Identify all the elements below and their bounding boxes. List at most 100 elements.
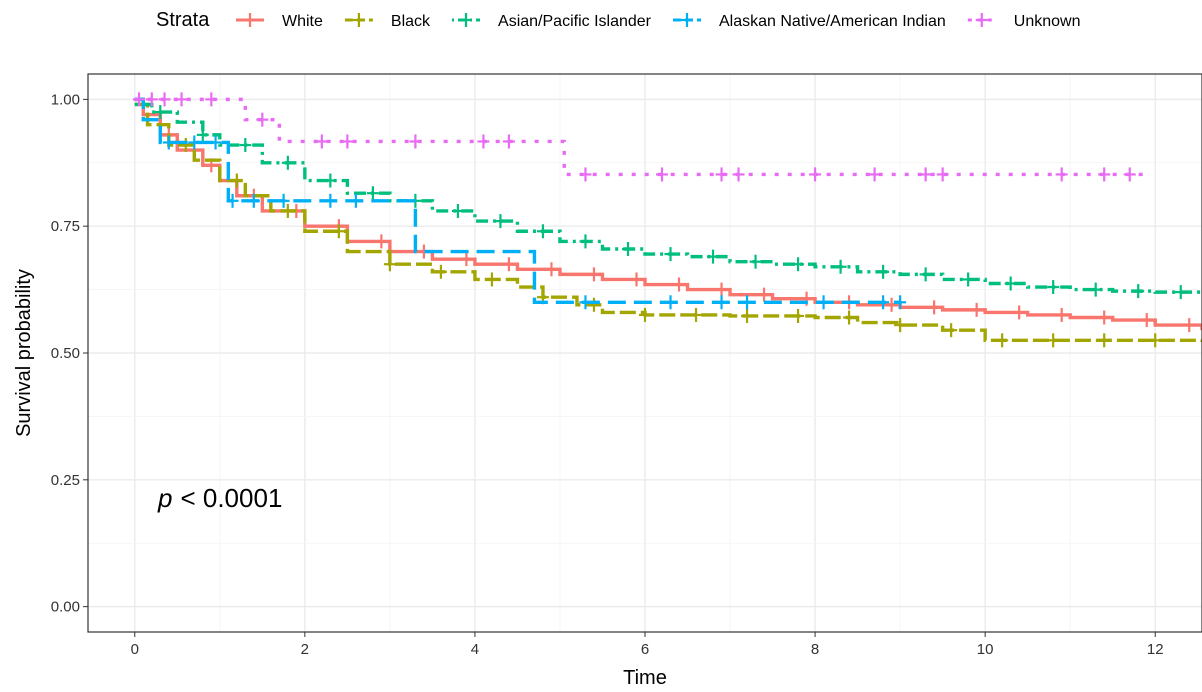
censor-mark <box>741 308 754 323</box>
censor-mark <box>494 214 507 229</box>
censor-mark <box>349 193 362 208</box>
x-tick-label: 0 <box>131 641 139 658</box>
censor-mark <box>188 135 201 150</box>
censor-mark <box>928 300 941 315</box>
censor-mark <box>749 254 762 269</box>
censor-mark <box>707 249 720 264</box>
censor-mark <box>834 259 847 274</box>
series-unknown <box>133 92 1147 182</box>
censor-mark <box>205 92 218 107</box>
censor-mark <box>324 193 337 208</box>
censor-mark <box>158 92 171 107</box>
x-tick-label: 6 <box>641 641 649 658</box>
censor-mark <box>996 333 1009 348</box>
x-tick-label: 12 <box>1147 641 1164 658</box>
censor-mark <box>664 247 677 262</box>
x-tick-label: 2 <box>301 641 309 658</box>
censor-mark <box>1089 282 1102 297</box>
censor-mark <box>1183 318 1196 333</box>
legend-item-black: Black <box>344 13 431 30</box>
censor-mark <box>1098 333 1111 348</box>
censor-mark <box>460 252 473 267</box>
legend-label: Unknown <box>1014 13 1081 30</box>
censor-mark <box>919 267 932 282</box>
censor-mark <box>970 302 983 317</box>
legend-label: White <box>282 13 323 30</box>
censor-mark <box>502 134 515 149</box>
censor-mark <box>919 167 932 182</box>
censor-mark <box>1013 305 1026 320</box>
censor-mark <box>673 277 686 292</box>
censor-mark <box>817 295 830 310</box>
censor-mark <box>226 193 239 208</box>
y-axis-title: Survival probability <box>13 269 35 437</box>
y-tick-label: 0.00 <box>51 599 80 616</box>
series-line-alaskan-native-american-indian <box>134 97 901 304</box>
censor-mark <box>639 307 651 322</box>
censor-mark <box>375 234 388 249</box>
censor-mark <box>281 203 294 218</box>
censor-mark <box>877 264 890 279</box>
censor-mark <box>885 297 898 312</box>
series-line-asian-pacific-islander <box>134 102 1202 294</box>
legend-title: Strata <box>156 9 210 31</box>
censor-mark <box>715 167 728 182</box>
censor-mark <box>256 112 269 127</box>
censor-mark <box>477 134 490 149</box>
censor-mark <box>239 138 252 153</box>
censor-mark <box>162 135 175 150</box>
censor-mark <box>315 134 328 149</box>
censor-mark <box>1004 276 1017 291</box>
y-tick-label: 0.75 <box>51 218 80 235</box>
x-tick-label: 8 <box>811 641 819 658</box>
censor-mark <box>809 167 822 182</box>
censor-mark <box>196 127 209 142</box>
censor-mark <box>936 167 949 182</box>
censor-mark <box>579 295 592 310</box>
censor-mark <box>621 242 634 257</box>
legend-item-alaskan-native-american-indian: Alaskan Native/American Indian <box>673 13 946 30</box>
series-line-unknown <box>134 97 1147 177</box>
censor-mark <box>451 203 464 218</box>
censor-mark <box>1098 167 1111 182</box>
legend-item-unknown: Unknown <box>967 13 1081 30</box>
legend-item-white: White <box>236 13 323 30</box>
legend-label: Alaskan Native/American Indian <box>719 13 946 30</box>
y-tick-label: 1.00 <box>51 91 80 108</box>
censor-mark <box>1055 307 1068 322</box>
series-black <box>134 102 1202 348</box>
censor-mark <box>579 234 592 249</box>
censor-mark <box>179 138 192 153</box>
censor-mark <box>145 92 158 107</box>
ticks: 0 2 4 6 8 10 12 0.00 0.25 0.50 0.75 1.00 <box>51 91 1164 658</box>
series-line-black <box>134 102 1202 343</box>
censor-mark <box>741 295 754 310</box>
censor-mark <box>1140 313 1153 328</box>
censor-mark <box>843 310 856 325</box>
censor-mark <box>587 267 600 282</box>
censor-mark <box>758 287 771 302</box>
censor-mark <box>332 224 345 239</box>
censor-mark <box>894 318 907 333</box>
censor-mark <box>409 134 422 149</box>
censor-mark <box>1132 284 1145 299</box>
censor-mark <box>868 167 881 182</box>
censor-mark <box>1149 333 1162 348</box>
censor-mark <box>1174 285 1187 300</box>
censor-mark <box>175 92 188 107</box>
censor-mark <box>324 173 337 188</box>
censor-mark <box>587 297 600 312</box>
censor-mark <box>230 173 243 188</box>
censor-mark <box>792 308 805 323</box>
censor-mark <box>664 295 677 310</box>
series-layer <box>133 92 1202 348</box>
censor-mark <box>154 105 167 120</box>
censor-mark <box>877 295 890 310</box>
legend-label: Black <box>391 13 431 30</box>
series-alaskan-native-american-indian <box>134 97 907 310</box>
y-tick-label: 0.25 <box>51 472 80 489</box>
censor-mark <box>1047 280 1060 295</box>
legend-items: White Black Asian/Pacific Islander Alaskan … <box>236 13 1080 30</box>
censor-mark <box>281 155 294 170</box>
censor-mark <box>715 282 728 297</box>
